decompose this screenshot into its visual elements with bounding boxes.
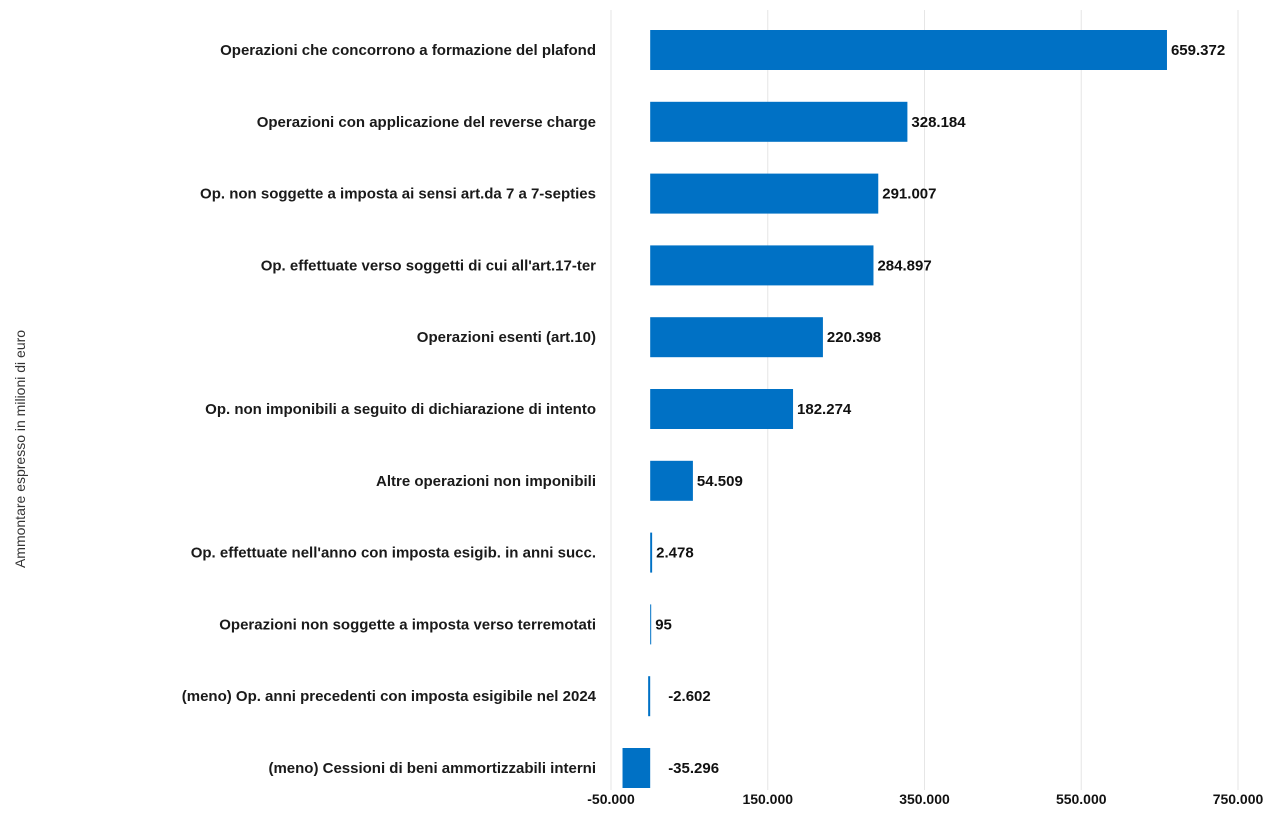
data-label: -35.296 bbox=[668, 760, 719, 777]
category-label: Operazioni non soggette a imposta verso … bbox=[219, 616, 596, 633]
data-label: 2.478 bbox=[656, 545, 694, 562]
category-label: Operazioni con applicazione del reverse … bbox=[257, 114, 596, 131]
data-label: 284.897 bbox=[877, 257, 931, 274]
x-tick-label: 350.000 bbox=[899, 791, 950, 807]
category-label: (meno) Cessioni di beni ammortizzabili i… bbox=[268, 760, 596, 777]
category-label: (meno) Op. anni precedenti con imposta e… bbox=[182, 688, 597, 705]
data-label: 659.372 bbox=[1171, 42, 1225, 59]
x-tick-label: -50.000 bbox=[587, 791, 635, 807]
bar bbox=[650, 245, 874, 286]
bar bbox=[650, 30, 1167, 70]
category-label: Op. effettuate verso soggetti di cui all… bbox=[261, 257, 596, 274]
data-label: 182.274 bbox=[797, 401, 852, 418]
category-labels: Operazioni che concorrono a formazione d… bbox=[182, 42, 597, 777]
bar bbox=[650, 173, 879, 214]
category-label: Altre operazioni non imponibili bbox=[376, 473, 596, 490]
bar bbox=[622, 748, 651, 788]
bars bbox=[622, 30, 1167, 788]
data-label: -2.602 bbox=[668, 688, 711, 705]
x-axis-ticks: -50.000 150.000 350.000 550.000 750.000 bbox=[587, 791, 1263, 807]
bar bbox=[648, 676, 651, 717]
x-tick-label: 550.000 bbox=[1056, 791, 1107, 807]
bar bbox=[650, 389, 794, 429]
data-label: 291.007 bbox=[882, 186, 936, 203]
data-label: 328.184 bbox=[911, 114, 966, 131]
category-label: Op. non imponibili a seguito di dichiara… bbox=[205, 401, 596, 418]
category-label: Op. effettuate nell'anno con imposta esi… bbox=[191, 545, 596, 562]
bar bbox=[650, 460, 693, 501]
category-label: Operazioni esenti (art.10) bbox=[417, 329, 596, 346]
value-labels: 659.372 328.184 291.007 284.897 220.398 182.2… bbox=[655, 42, 1225, 777]
category-label: Op. non soggette a imposta ai sensi art.… bbox=[200, 186, 596, 203]
bar bbox=[650, 532, 653, 573]
x-tick-label: 750.000 bbox=[1213, 791, 1264, 807]
y-axis-title: Ammontare espresso in milioni di euro bbox=[12, 330, 28, 568]
data-label: 95 bbox=[655, 616, 672, 633]
bar bbox=[650, 101, 908, 142]
bar bbox=[650, 604, 652, 645]
x-tick-label: 150.000 bbox=[742, 791, 793, 807]
data-label: 220.398 bbox=[827, 329, 881, 346]
bar bbox=[650, 317, 823, 358]
data-label: 54.509 bbox=[697, 473, 743, 490]
category-label: Operazioni che concorrono a formazione d… bbox=[220, 42, 596, 59]
